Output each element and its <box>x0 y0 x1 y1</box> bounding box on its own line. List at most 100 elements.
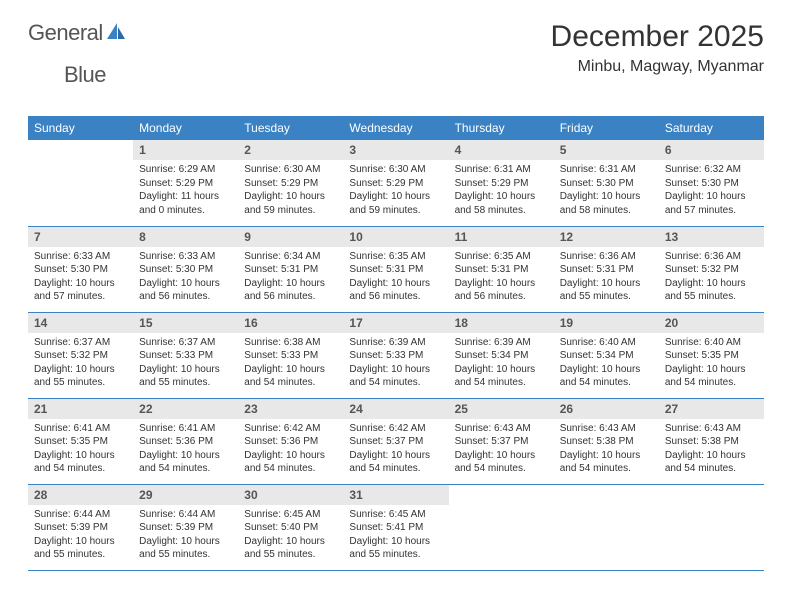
calendar-day-cell: 10Sunrise: 6:35 AMSunset: 5:31 PMDayligh… <box>343 226 448 312</box>
calendar-day-cell: 13Sunrise: 6:36 AMSunset: 5:32 PMDayligh… <box>659 226 764 312</box>
day-details: Sunrise: 6:36 AMSunset: 5:32 PMDaylight:… <box>659 247 764 310</box>
day-details: Sunrise: 6:40 AMSunset: 5:34 PMDaylight:… <box>554 333 659 396</box>
day-details: Sunrise: 6:32 AMSunset: 5:30 PMDaylight:… <box>659 160 764 223</box>
calendar-day-cell: 22Sunrise: 6:41 AMSunset: 5:36 PMDayligh… <box>133 398 238 484</box>
day-number: 31 <box>343 485 448 505</box>
day-details: Sunrise: 6:35 AMSunset: 5:31 PMDaylight:… <box>449 247 554 310</box>
calendar-day-cell: 12Sunrise: 6:36 AMSunset: 5:31 PMDayligh… <box>554 226 659 312</box>
calendar-day-cell: 25Sunrise: 6:43 AMSunset: 5:37 PMDayligh… <box>449 398 554 484</box>
day-number: 26 <box>554 399 659 419</box>
calendar-day-cell: 27Sunrise: 6:43 AMSunset: 5:38 PMDayligh… <box>659 398 764 484</box>
day-number: 3 <box>343 140 448 160</box>
day-number: 11 <box>449 227 554 247</box>
day-details: Sunrise: 6:41 AMSunset: 5:36 PMDaylight:… <box>133 419 238 482</box>
day-details: Sunrise: 6:43 AMSunset: 5:38 PMDaylight:… <box>554 419 659 482</box>
calendar-day-cell: 16Sunrise: 6:38 AMSunset: 5:33 PMDayligh… <box>238 312 343 398</box>
calendar-week-row: 21Sunrise: 6:41 AMSunset: 5:35 PMDayligh… <box>28 398 764 484</box>
calendar-day-cell: 30Sunrise: 6:45 AMSunset: 5:40 PMDayligh… <box>238 484 343 570</box>
weekday-header: Tuesday <box>238 116 343 140</box>
calendar-day-cell: 31Sunrise: 6:45 AMSunset: 5:41 PMDayligh… <box>343 484 448 570</box>
calendar-day-cell: 23Sunrise: 6:42 AMSunset: 5:36 PMDayligh… <box>238 398 343 484</box>
day-number: 23 <box>238 399 343 419</box>
brand-text-part2: Blue <box>64 62 106 87</box>
day-number: 29 <box>133 485 238 505</box>
day-details: Sunrise: 6:37 AMSunset: 5:33 PMDaylight:… <box>133 333 238 396</box>
calendar-header-row: SundayMondayTuesdayWednesdayThursdayFrid… <box>28 116 764 140</box>
day-number: 12 <box>554 227 659 247</box>
calendar-day-cell: 20Sunrise: 6:40 AMSunset: 5:35 PMDayligh… <box>659 312 764 398</box>
day-details: Sunrise: 6:38 AMSunset: 5:33 PMDaylight:… <box>238 333 343 396</box>
month-title: December 2025 <box>551 20 764 54</box>
calendar-day-cell: 2Sunrise: 6:30 AMSunset: 5:29 PMDaylight… <box>238 140 343 226</box>
calendar-body: 1Sunrise: 6:29 AMSunset: 5:29 PMDaylight… <box>28 140 764 570</box>
sail-icon <box>105 21 127 46</box>
calendar-day-cell: 19Sunrise: 6:40 AMSunset: 5:34 PMDayligh… <box>554 312 659 398</box>
day-number: 19 <box>554 313 659 333</box>
day-number: 10 <box>343 227 448 247</box>
calendar-week-row: 7Sunrise: 6:33 AMSunset: 5:30 PMDaylight… <box>28 226 764 312</box>
day-details: Sunrise: 6:31 AMSunset: 5:29 PMDaylight:… <box>449 160 554 223</box>
calendar-table: SundayMondayTuesdayWednesdayThursdayFrid… <box>28 116 764 571</box>
day-number: 4 <box>449 140 554 160</box>
day-details: Sunrise: 6:33 AMSunset: 5:30 PMDaylight:… <box>133 247 238 310</box>
day-number: 18 <box>449 313 554 333</box>
weekday-header: Thursday <box>449 116 554 140</box>
calendar-day-cell: 26Sunrise: 6:43 AMSunset: 5:38 PMDayligh… <box>554 398 659 484</box>
day-details: Sunrise: 6:45 AMSunset: 5:41 PMDaylight:… <box>343 505 448 568</box>
day-details: Sunrise: 6:43 AMSunset: 5:38 PMDaylight:… <box>659 419 764 482</box>
day-number: 15 <box>133 313 238 333</box>
day-details: Sunrise: 6:42 AMSunset: 5:37 PMDaylight:… <box>343 419 448 482</box>
day-number: 2 <box>238 140 343 160</box>
calendar-page: General December 2025 Minbu, Magway, Mya… <box>0 0 792 591</box>
calendar-day-cell: 28Sunrise: 6:44 AMSunset: 5:39 PMDayligh… <box>28 484 133 570</box>
calendar-day-cell: 3Sunrise: 6:30 AMSunset: 5:29 PMDaylight… <box>343 140 448 226</box>
calendar-day-cell: 11Sunrise: 6:35 AMSunset: 5:31 PMDayligh… <box>449 226 554 312</box>
day-details: Sunrise: 6:33 AMSunset: 5:30 PMDaylight:… <box>28 247 133 310</box>
day-number: 20 <box>659 313 764 333</box>
calendar-day-cell: 18Sunrise: 6:39 AMSunset: 5:34 PMDayligh… <box>449 312 554 398</box>
day-details: Sunrise: 6:37 AMSunset: 5:32 PMDaylight:… <box>28 333 133 396</box>
day-number: 5 <box>554 140 659 160</box>
weekday-header: Wednesday <box>343 116 448 140</box>
day-number: 25 <box>449 399 554 419</box>
day-details: Sunrise: 6:44 AMSunset: 5:39 PMDaylight:… <box>28 505 133 568</box>
day-number: 24 <box>343 399 448 419</box>
day-number: 1 <box>133 140 238 160</box>
brand-text-part1: General <box>28 20 103 46</box>
calendar-day-cell: 15Sunrise: 6:37 AMSunset: 5:33 PMDayligh… <box>133 312 238 398</box>
day-details: Sunrise: 6:31 AMSunset: 5:30 PMDaylight:… <box>554 160 659 223</box>
brand-logo: General <box>28 20 129 46</box>
day-details: Sunrise: 6:35 AMSunset: 5:31 PMDaylight:… <box>343 247 448 310</box>
calendar-day-cell: 4Sunrise: 6:31 AMSunset: 5:29 PMDaylight… <box>449 140 554 226</box>
calendar-day-cell: 14Sunrise: 6:37 AMSunset: 5:32 PMDayligh… <box>28 312 133 398</box>
calendar-day-cell: 17Sunrise: 6:39 AMSunset: 5:33 PMDayligh… <box>343 312 448 398</box>
calendar-day-cell <box>449 484 554 570</box>
weekday-header: Saturday <box>659 116 764 140</box>
calendar-day-cell <box>554 484 659 570</box>
day-details: Sunrise: 6:34 AMSunset: 5:31 PMDaylight:… <box>238 247 343 310</box>
day-details: Sunrise: 6:30 AMSunset: 5:29 PMDaylight:… <box>343 160 448 223</box>
calendar-day-cell: 1Sunrise: 6:29 AMSunset: 5:29 PMDaylight… <box>133 140 238 226</box>
day-details: Sunrise: 6:36 AMSunset: 5:31 PMDaylight:… <box>554 247 659 310</box>
day-number: 28 <box>28 485 133 505</box>
calendar-day-cell: 5Sunrise: 6:31 AMSunset: 5:30 PMDaylight… <box>554 140 659 226</box>
day-details: Sunrise: 6:39 AMSunset: 5:33 PMDaylight:… <box>343 333 448 396</box>
day-details: Sunrise: 6:29 AMSunset: 5:29 PMDaylight:… <box>133 160 238 223</box>
calendar-week-row: 1Sunrise: 6:29 AMSunset: 5:29 PMDaylight… <box>28 140 764 226</box>
weekday-header: Friday <box>554 116 659 140</box>
calendar-day-cell: 24Sunrise: 6:42 AMSunset: 5:37 PMDayligh… <box>343 398 448 484</box>
day-number: 21 <box>28 399 133 419</box>
calendar-week-row: 14Sunrise: 6:37 AMSunset: 5:32 PMDayligh… <box>28 312 764 398</box>
day-details: Sunrise: 6:41 AMSunset: 5:35 PMDaylight:… <box>28 419 133 482</box>
day-number: 8 <box>133 227 238 247</box>
day-number: 30 <box>238 485 343 505</box>
day-number: 17 <box>343 313 448 333</box>
day-details: Sunrise: 6:43 AMSunset: 5:37 PMDaylight:… <box>449 419 554 482</box>
day-details: Sunrise: 6:44 AMSunset: 5:39 PMDaylight:… <box>133 505 238 568</box>
day-details: Sunrise: 6:40 AMSunset: 5:35 PMDaylight:… <box>659 333 764 396</box>
weekday-header: Sunday <box>28 116 133 140</box>
calendar-day-cell: 6Sunrise: 6:32 AMSunset: 5:30 PMDaylight… <box>659 140 764 226</box>
day-details: Sunrise: 6:39 AMSunset: 5:34 PMDaylight:… <box>449 333 554 396</box>
calendar-day-cell: 7Sunrise: 6:33 AMSunset: 5:30 PMDaylight… <box>28 226 133 312</box>
day-number: 13 <box>659 227 764 247</box>
